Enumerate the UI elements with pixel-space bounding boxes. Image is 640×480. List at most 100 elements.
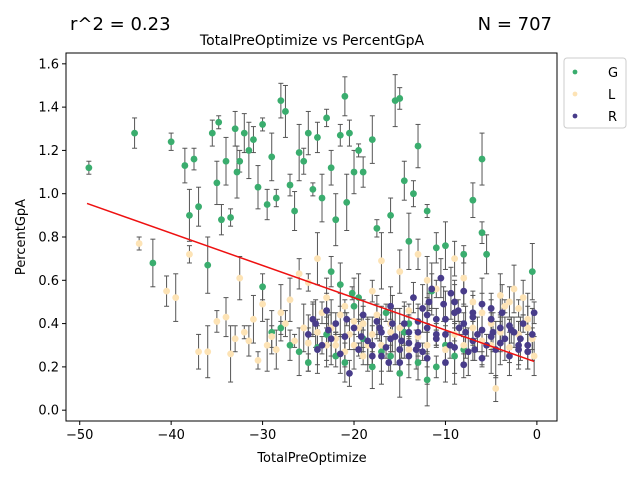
data-point-L — [277, 309, 285, 317]
data-point-R — [478, 300, 486, 308]
data-point-L — [396, 268, 404, 276]
data-point-R — [318, 341, 326, 349]
data-point-R — [389, 320, 396, 327]
data-point-G — [254, 183, 262, 191]
data-point-G — [423, 376, 431, 384]
data-point-R — [498, 309, 506, 317]
data-point-G — [304, 129, 312, 137]
data-point-R — [455, 324, 463, 332]
data-point-G — [469, 196, 477, 204]
data-point-G — [478, 155, 486, 163]
y-tick-label: 0.0 — [38, 404, 59, 419]
data-point-G — [332, 216, 340, 224]
data-point-R — [462, 328, 469, 336]
data-point-L — [245, 337, 253, 345]
data-point-G — [432, 363, 440, 371]
data-point-G — [190, 155, 198, 163]
data-point-R — [515, 346, 522, 353]
data-point-L — [336, 311, 344, 319]
data-point-R — [398, 337, 405, 345]
data-point-G — [348, 289, 356, 297]
data-point-R — [528, 331, 536, 338]
data-point-R — [530, 309, 538, 317]
data-point-L — [515, 305, 522, 312]
data-point-R — [355, 346, 362, 353]
data-point-L — [373, 311, 381, 319]
data-point-L — [259, 300, 266, 308]
data-point-L — [478, 309, 486, 317]
data-point-R — [350, 324, 358, 332]
data-point-L — [213, 318, 221, 325]
data-points — [85, 92, 538, 392]
data-point-R — [517, 335, 524, 343]
data-point-G — [405, 237, 413, 245]
data-point-R — [396, 359, 404, 366]
data-point-L — [350, 341, 358, 349]
data-point-R — [487, 305, 495, 312]
y-tick-label: 0.4 — [38, 317, 59, 332]
data-point-G — [400, 177, 408, 185]
data-point-R — [425, 298, 433, 306]
data-point-G — [277, 97, 285, 105]
data-point-R — [519, 320, 527, 327]
data-point-R — [414, 328, 422, 336]
data-point-L — [236, 274, 244, 282]
data-point-L — [291, 337, 298, 345]
data-point-R — [489, 328, 497, 336]
y-tick-label: 0.8 — [38, 231, 59, 246]
data-point-G — [327, 164, 335, 172]
x-tick-label: −30 — [249, 428, 276, 443]
data-point-G — [195, 203, 202, 211]
data-point-L — [135, 240, 143, 247]
legend-frame — [563, 57, 627, 129]
data-point-R — [364, 337, 372, 345]
data-point-G — [272, 194, 280, 202]
regression-line — [86, 202, 535, 363]
data-point-R — [368, 341, 376, 349]
data-point-L — [524, 324, 532, 332]
data-point-G — [336, 131, 344, 139]
data-point-G — [387, 352, 394, 360]
data-point-R — [437, 274, 445, 282]
y-tick-label: 1.4 — [38, 101, 59, 116]
data-point-G — [131, 129, 138, 137]
data-point-R — [376, 324, 384, 332]
data-point-G — [218, 216, 225, 224]
y-tick-label: 1.2 — [38, 144, 59, 159]
data-point-G — [304, 359, 312, 366]
x-tick-label: −40 — [157, 428, 184, 443]
data-point-R — [428, 285, 436, 293]
data-point-G — [346, 129, 353, 137]
data-point-G — [478, 229, 486, 237]
data-point-R — [343, 315, 351, 323]
data-point-G — [309, 185, 317, 193]
legend-label-R: R — [608, 110, 617, 125]
data-point-R — [432, 315, 440, 323]
data-point-R — [524, 341, 532, 349]
data-point-R — [442, 315, 449, 323]
data-point-R — [432, 335, 440, 343]
y-tick-label: 1.6 — [38, 57, 59, 72]
legend-marker-L — [572, 91, 578, 97]
data-point-L — [368, 331, 376, 338]
data-point-R — [460, 320, 468, 327]
data-point-R — [487, 315, 495, 323]
data-point-G — [208, 129, 216, 137]
data-point-G — [343, 198, 351, 206]
data-point-R — [405, 339, 413, 347]
data-point-R — [442, 359, 449, 366]
data-point-L — [530, 352, 538, 360]
data-point-L — [295, 270, 303, 278]
data-point-L — [350, 318, 358, 325]
data-point-R — [464, 348, 472, 356]
data-point-G — [259, 283, 266, 291]
data-point-L — [172, 294, 180, 302]
data-point-G — [181, 162, 189, 169]
data-point-G — [451, 352, 458, 360]
data-point-L — [492, 385, 500, 392]
data-point-R — [478, 354, 486, 362]
data-point-L — [524, 315, 532, 323]
data-point-L — [359, 352, 367, 360]
data-point-L — [405, 307, 413, 314]
data-point-G — [286, 181, 294, 189]
